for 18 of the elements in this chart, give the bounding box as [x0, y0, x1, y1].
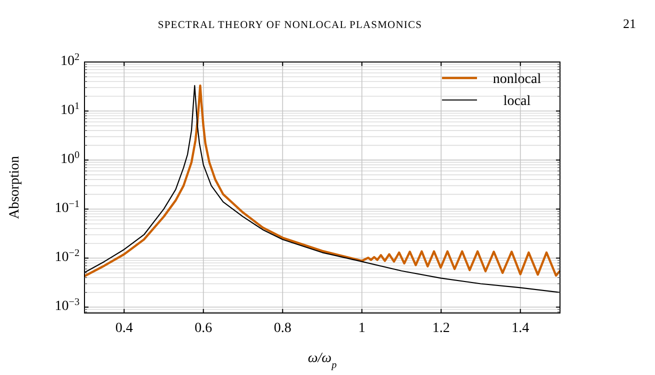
y-tick-label: 10$^{−2}$ [54, 247, 80, 265]
y-tick-label: 10$^{0}$ [60, 149, 80, 167]
x-tick-label: 1 [358, 321, 366, 336]
y-tick-label: 10$^{1}$ [60, 100, 80, 118]
legend-label: local [503, 94, 531, 109]
x-tick-label: 0.4 [115, 321, 133, 336]
legend-label: nonlocal [492, 72, 542, 87]
x-axis-title: ω/ω$_{p}$ [308, 351, 337, 370]
x-tick-label: 1.4 [512, 321, 530, 336]
text: SPECTRAL THEORY OF NONLOCAL PLASMONICS [158, 20, 422, 31]
y-tick-label: 10$^{−3}$ [54, 296, 80, 314]
text: 21 [623, 16, 636, 31]
x-tick-label: 1.2 [432, 321, 450, 336]
x-tick-label: 0.8 [274, 321, 292, 336]
y-tick-label: 10$^{2}$ [60, 51, 80, 69]
y-tick-label: 10$^{−1}$ [54, 198, 80, 216]
y-axis-title: Absorption [8, 156, 22, 219]
x-tick-label: 0.6 [194, 321, 212, 336]
